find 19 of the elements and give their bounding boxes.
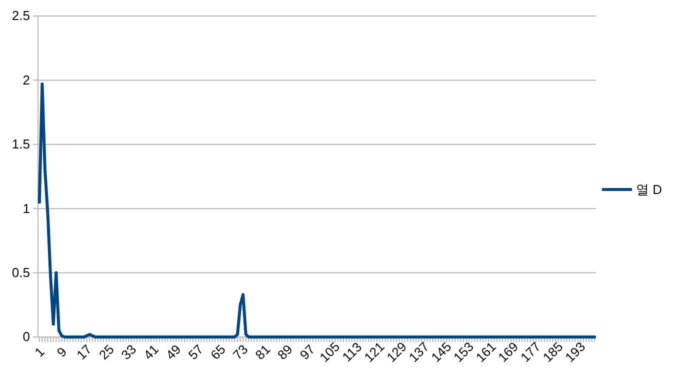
x-tick-label: 49 <box>162 342 184 362</box>
x-tick-label: 57 <box>185 342 206 362</box>
y-tick-label: 2 <box>22 72 30 88</box>
y-tick-label: 0.5 <box>12 264 30 280</box>
x-tick-label: 81 <box>252 342 274 362</box>
x-tick-label: 73 <box>230 342 251 362</box>
y-tick-label: 0 <box>22 329 30 344</box>
x-tick-label: 97 <box>296 342 318 362</box>
x-tick-label: 65 <box>208 342 228 362</box>
x-tick-label: 33 <box>118 342 140 362</box>
x-tick-label: 9 <box>54 344 70 360</box>
y-tick-label: 2.5 <box>12 8 30 24</box>
y-tick-label: 1 <box>22 200 30 216</box>
x-tick-label: 41 <box>140 342 162 362</box>
x-tick-label: 89 <box>274 342 296 362</box>
legend-label: 열 D <box>636 182 662 198</box>
x-tick-label: 17 <box>74 342 94 362</box>
y-tick-label: 1.5 <box>12 136 30 152</box>
x-tick-label: 25 <box>96 342 117 362</box>
